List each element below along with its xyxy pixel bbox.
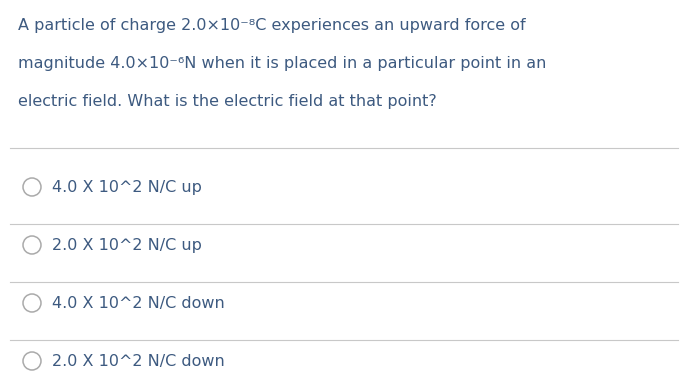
Text: 2.0 X 10^2 N/C down: 2.0 X 10^2 N/C down: [52, 354, 225, 369]
Text: electric field. What is the electric field at that point?: electric field. What is the electric fie…: [18, 94, 437, 109]
Text: 4.0 X 10^2 N/C up: 4.0 X 10^2 N/C up: [52, 180, 202, 195]
Text: 2.0 X 10^2 N/C up: 2.0 X 10^2 N/C up: [52, 238, 202, 253]
Text: magnitude 4.0×10⁻⁶N when it is placed in a particular point in an: magnitude 4.0×10⁻⁶N when it is placed in…: [18, 56, 546, 71]
Text: 4.0 X 10^2 N/C down: 4.0 X 10^2 N/C down: [52, 296, 225, 311]
Text: A particle of charge 2.0×10⁻⁸C experiences an upward force of: A particle of charge 2.0×10⁻⁸C experienc…: [18, 18, 526, 33]
